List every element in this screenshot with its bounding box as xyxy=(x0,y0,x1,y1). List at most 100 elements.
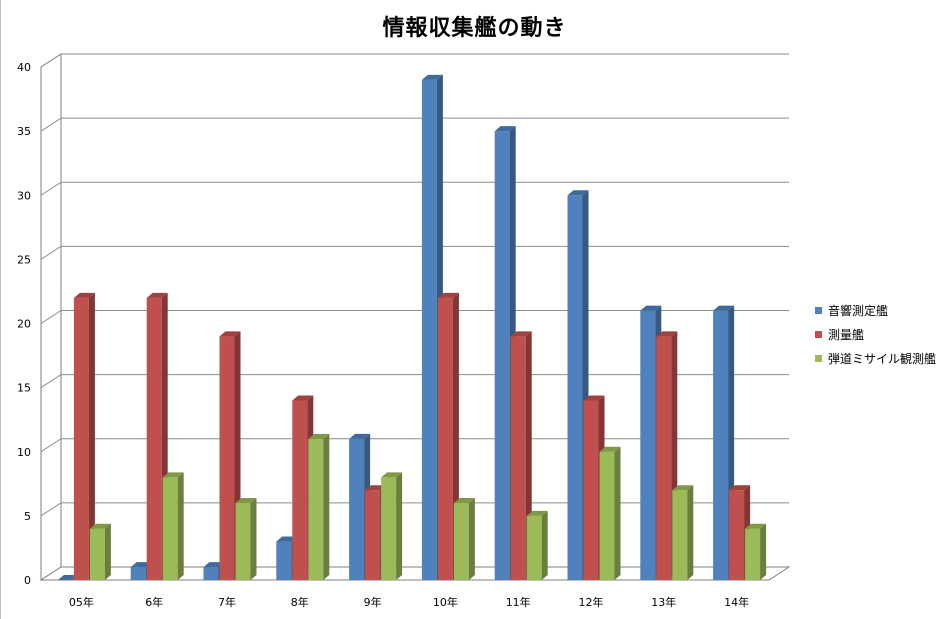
y-tick-label: 5 xyxy=(24,510,31,523)
bar-top xyxy=(162,472,184,478)
bar-top xyxy=(526,510,548,516)
bar-top xyxy=(146,292,168,298)
bar xyxy=(73,292,95,580)
bar-side xyxy=(396,472,403,580)
bar-front xyxy=(349,438,365,580)
bars xyxy=(57,74,767,580)
x-tick-label: 9年 xyxy=(364,595,382,609)
legend: 音響測定艦 測量艦 弾道ミサイル観測艦 xyxy=(815,298,936,370)
x-tick-label: 14年 xyxy=(724,595,749,609)
bar-top xyxy=(745,523,767,529)
bar xyxy=(235,498,257,580)
bar-front xyxy=(567,195,583,580)
bar-top xyxy=(381,472,403,478)
bar-top xyxy=(203,562,225,568)
bar-top xyxy=(583,395,605,401)
gridline xyxy=(40,502,789,517)
x-axis-ticks: 05年 6年 7年 8年 9年 10年 11年 12年 13年 14年 xyxy=(69,595,749,609)
gridline xyxy=(40,374,789,389)
bar-top xyxy=(672,485,694,491)
y-axis-ticks: 0 5 10 15 20 25 30 35 40 xyxy=(17,61,31,587)
bar-front xyxy=(510,336,526,580)
bar-side xyxy=(614,446,621,580)
bar-top xyxy=(453,498,475,504)
bar-top xyxy=(510,331,532,337)
bar-front xyxy=(453,503,469,580)
gridline xyxy=(40,310,789,324)
x-tick-label: 7年 xyxy=(218,595,236,609)
legend-swatch xyxy=(815,306,822,314)
bar-front xyxy=(745,528,761,580)
bar-front xyxy=(73,297,89,580)
gridline xyxy=(40,181,789,196)
gridline xyxy=(40,438,789,453)
chart-title: 情報収集艦の動き xyxy=(382,16,567,41)
bar xyxy=(672,485,694,580)
bar-front xyxy=(203,567,219,580)
bar-top xyxy=(89,523,111,529)
bar-front xyxy=(292,400,308,580)
bar-side xyxy=(468,498,475,580)
bar-top xyxy=(729,485,751,491)
bar xyxy=(599,446,621,580)
bar-top xyxy=(713,305,735,311)
x-tick-label: 05年 xyxy=(69,595,94,609)
y-tick-label: 40 xyxy=(17,61,31,74)
legend-swatch xyxy=(815,330,822,338)
bar-front xyxy=(437,297,453,580)
gridlines xyxy=(40,53,789,517)
bar-front xyxy=(583,400,599,580)
bar-top xyxy=(130,562,152,568)
y-tick-label: 15 xyxy=(17,382,31,395)
bar-front xyxy=(526,515,542,580)
bar-side xyxy=(250,498,257,580)
bar-side xyxy=(177,472,184,580)
bar-top xyxy=(640,305,662,311)
legend-label: 測量艦 xyxy=(828,327,865,342)
bar-side xyxy=(88,292,95,580)
bar-front xyxy=(308,438,324,580)
bar-front xyxy=(235,503,251,580)
bar xyxy=(526,510,548,580)
bar-front xyxy=(713,310,729,580)
bar-front xyxy=(162,477,178,580)
bar-front xyxy=(729,490,745,580)
x-tick-label: 6年 xyxy=(145,595,163,609)
bar-front xyxy=(421,79,437,580)
bar-front xyxy=(146,297,162,580)
bar xyxy=(89,523,111,580)
bar-front xyxy=(494,131,510,580)
y-tick-label: 25 xyxy=(17,253,31,266)
bar-top xyxy=(219,331,241,337)
bar-top xyxy=(437,292,459,298)
bar-top xyxy=(276,536,298,542)
bar-top xyxy=(567,190,589,196)
bar-front xyxy=(130,567,146,580)
gridline xyxy=(40,117,789,132)
x-tick-label: 10年 xyxy=(433,595,458,609)
bar xyxy=(745,523,767,580)
bar-top xyxy=(235,498,257,504)
bar-top xyxy=(292,395,314,401)
bar-front xyxy=(365,490,381,580)
bar-front xyxy=(381,477,397,580)
y-tick-label: 10 xyxy=(17,446,31,459)
legend-item: 弾道ミサイル観測艦 xyxy=(815,346,936,370)
legend-label: 弾道ミサイル観測艦 xyxy=(828,351,937,366)
y-tick-label: 0 xyxy=(24,574,31,587)
legend-label: 音響測定艦 xyxy=(828,303,889,318)
bar-front xyxy=(672,490,688,580)
bar xyxy=(57,575,79,580)
bar-top xyxy=(421,74,443,80)
legend-swatch xyxy=(815,354,822,362)
bar xyxy=(453,498,475,580)
x-tick-label: 13年 xyxy=(651,595,676,609)
bar xyxy=(162,472,184,580)
bar-front xyxy=(276,541,292,580)
bar xyxy=(381,472,403,580)
gridline xyxy=(40,245,789,260)
y-tick-label: 20 xyxy=(17,318,31,331)
bar-front xyxy=(640,310,656,580)
bar-side xyxy=(541,510,548,580)
